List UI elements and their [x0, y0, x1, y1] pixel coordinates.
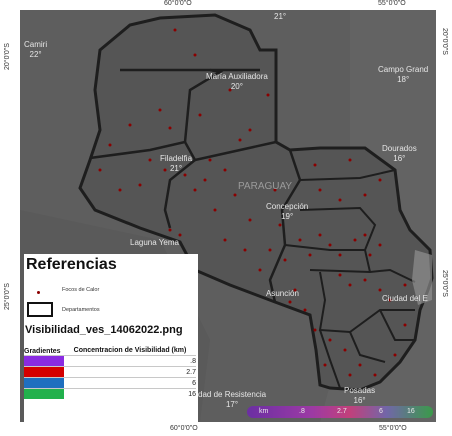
gradient-value: 16	[64, 388, 196, 399]
gradient-value: 6	[64, 377, 196, 389]
country-label: PARAGUAY	[238, 181, 293, 192]
coord-right-top: 20°0'0"S	[441, 28, 448, 55]
place-camiri: Camiri 22°	[24, 40, 48, 59]
legend-panel: Referencias Focos de Calor Departamentos…	[24, 254, 198, 424]
visibility-scale-bar: km .8 2.7 6 16	[247, 406, 433, 418]
hotspot-label: Focos de Calor	[62, 287, 100, 293]
department-border	[299, 169, 396, 181]
gradient-swatch	[24, 366, 64, 378]
hotspot-layer	[98, 28, 407, 377]
gradient-swatch	[24, 355, 64, 367]
legend-title: Referencias	[26, 256, 117, 273]
place-top-temp: 21°	[274, 12, 287, 21]
place-campo-grande: Campo Grand 18°	[378, 65, 429, 84]
gradients-header: Gradientes	[24, 348, 61, 355]
scale-value: 16	[407, 408, 415, 415]
concentration-header: Concentracion de Visibilidad (km)	[73, 347, 187, 354]
place-posadas: Posadas 16°	[344, 386, 376, 405]
gradient-row: 6	[24, 377, 196, 389]
place-concepcion: Concepción 19°	[266, 202, 309, 221]
place-filadelfia: Filadelfia 21°	[160, 154, 193, 173]
hotspot-symbol	[37, 291, 40, 294]
gradient-swatch	[24, 377, 64, 389]
scale-value: 6	[379, 408, 383, 415]
coord-bottom-right: 55°0'0"O	[379, 425, 407, 432]
department-border	[163, 141, 197, 229]
coord-bottom-left: 60°0'0"O	[170, 425, 198, 432]
gradient-row: 16	[24, 388, 196, 399]
department-border	[318, 271, 415, 334]
scale-unit: km	[259, 408, 269, 415]
place-asuncion: Asunción	[266, 289, 299, 298]
department-border	[89, 68, 224, 160]
department-border	[349, 331, 386, 363]
coord-left-bottom: 25°0'0"S	[4, 283, 11, 310]
place-dourados: Dourados 16°	[382, 144, 417, 163]
department-border	[319, 329, 341, 389]
department-border	[194, 140, 277, 162]
gradient-value: .8	[64, 355, 196, 367]
department-border	[299, 206, 377, 273]
place-maria-auxiliadora: María Auxiliadora 20°	[206, 72, 268, 91]
gradient-swatch	[24, 388, 64, 399]
place-laguna-yema: Laguna Yema	[130, 238, 179, 247]
coord-left-top: 20°0'0"S	[4, 43, 11, 70]
department-border	[379, 309, 415, 341]
department-border	[284, 244, 365, 251]
coord-top-right: 55°0'0"O	[378, 0, 406, 7]
coord-right-bottom: 25°0'0"S	[441, 270, 448, 297]
urban-area	[412, 250, 432, 305]
department-symbol	[27, 302, 53, 317]
department-label: Departamentos	[62, 307, 100, 313]
gradient-row: .8	[24, 355, 196, 367]
place-ciudad-del-este: Ciudad del E	[382, 294, 428, 303]
gradient-table: Gradientes Concentracion de Visibilidad …	[24, 346, 196, 399]
gradient-value: 2.7	[64, 366, 196, 378]
scale-value: .8	[299, 408, 305, 415]
department-border	[268, 149, 302, 303]
department-border	[309, 268, 416, 283]
scale-value: 2.7	[337, 408, 347, 415]
gradient-row: 2.7	[24, 366, 196, 378]
coord-top-left: 60°0'0"O	[164, 0, 192, 7]
place-resistencia: dad de Resistencia 17°	[198, 390, 267, 409]
image-name: Visibilidad_ves_14062022.png	[25, 324, 183, 336]
